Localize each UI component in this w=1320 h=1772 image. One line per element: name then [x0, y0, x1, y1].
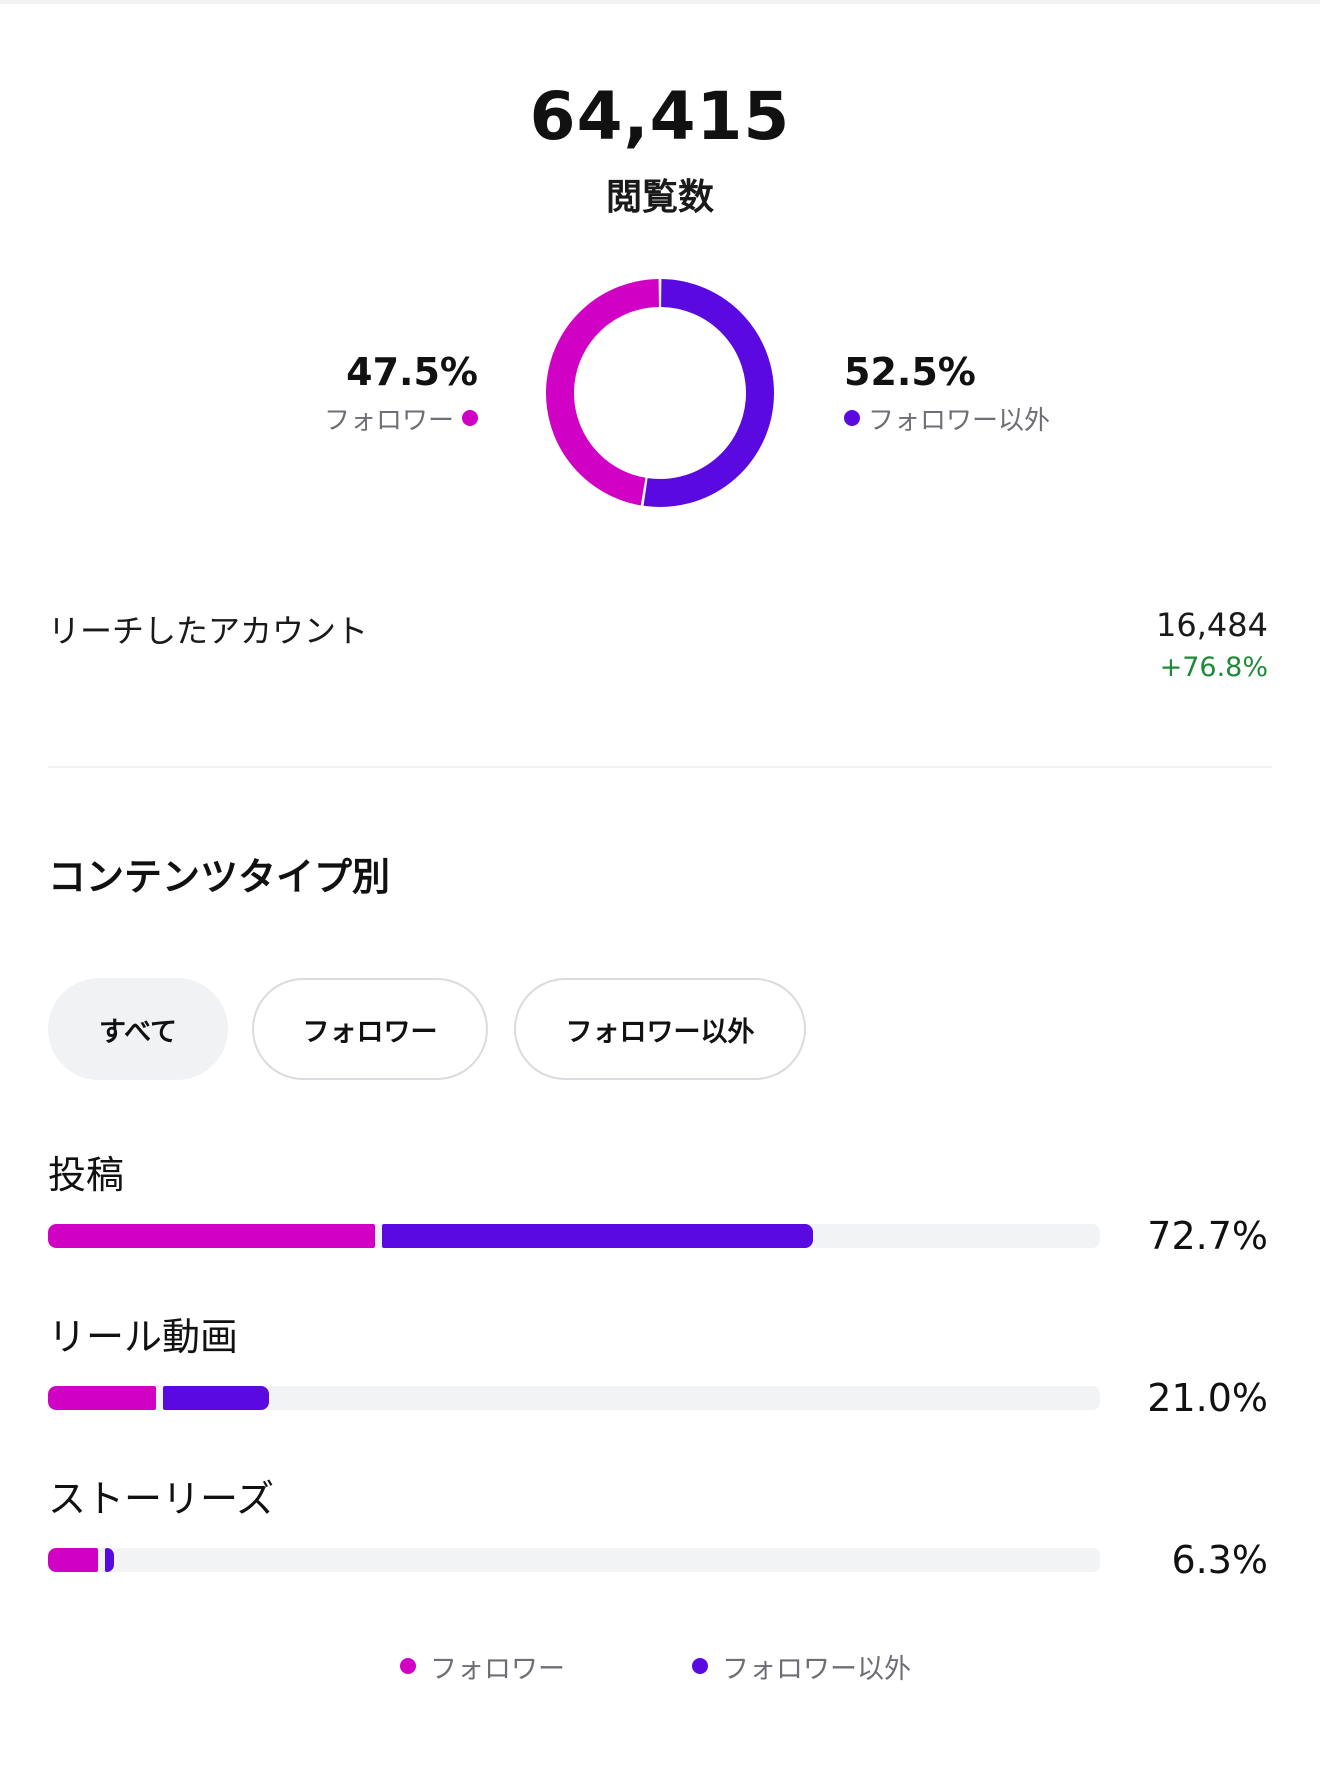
bar-track-stories	[48, 1548, 1100, 1572]
filter-followers-chip[interactable]: フォロワー	[252, 978, 488, 1080]
bottom-legend-followers-label: フォロワー	[430, 1653, 565, 1685]
non-followers-legend-label: フォロワー以外	[868, 405, 1051, 436]
bar-non-followers-posts	[381, 1224, 813, 1248]
bar-followers-stories	[48, 1548, 99, 1572]
non-followers-legend: フォロワー以外	[844, 400, 1144, 436]
row-percent-stories: 6.3%	[1171, 1538, 1268, 1582]
followers-dot-icon	[400, 1658, 416, 1674]
section-divider	[48, 766, 1272, 768]
views-value: 64,415	[529, 78, 791, 155]
top-rule	[0, 0, 1320, 4]
row-label-reels: リール動画	[48, 1315, 239, 1359]
bottom-legend-non-followers: フォロワー以外	[692, 1646, 911, 1686]
non-followers-percent: 52.5%	[844, 350, 976, 394]
followers-legend: フォロワー	[240, 400, 478, 436]
row-label-stories: ストーリーズ	[48, 1477, 275, 1521]
bottom-legend-followers: フォロワー	[400, 1646, 565, 1686]
row-label-posts: 投稿	[48, 1153, 125, 1197]
bar-followers-posts	[48, 1224, 375, 1248]
bar-track-reels	[48, 1386, 1100, 1410]
non-followers-dot-icon	[844, 410, 860, 426]
row-percent-posts: 72.7%	[1147, 1214, 1268, 1258]
audience-donut-chart	[546, 279, 774, 507]
donut-slice-followers	[546, 279, 660, 506]
non-followers-dot-icon	[692, 1658, 708, 1674]
bar-non-followers-reels	[163, 1386, 269, 1410]
followers-legend-label: フォロワー	[323, 405, 454, 436]
reach-change: +76.8%	[1159, 652, 1268, 683]
donut-slice-non-followers	[643, 279, 774, 507]
filter-all-chip[interactable]: すべて	[48, 978, 228, 1080]
bottom-legend-non-followers-label: フォロワー以外	[722, 1653, 911, 1685]
followers-percent: 47.5%	[346, 350, 478, 394]
reach-value: 16,484	[1156, 606, 1268, 644]
reach-label: リーチしたアカウント	[48, 612, 369, 650]
row-percent-reels: 21.0%	[1147, 1376, 1268, 1420]
bar-non-followers-stories	[105, 1548, 115, 1572]
followers-dot-icon	[462, 410, 478, 426]
content-type-title: コンテンツタイプ別	[48, 855, 391, 899]
bar-track-posts	[48, 1224, 1100, 1248]
views-label: 閲覧数	[605, 177, 714, 218]
filter-non-followers-chip[interactable]: フォロワー以外	[514, 978, 806, 1080]
bar-followers-reels	[48, 1386, 156, 1410]
